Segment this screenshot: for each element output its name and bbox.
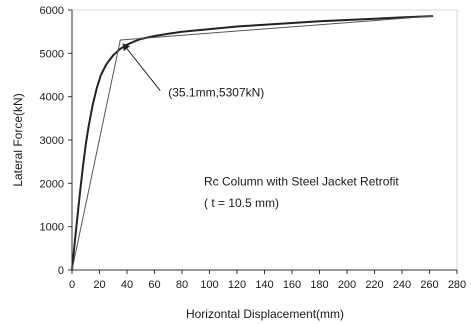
y-tick-label: 6000	[40, 5, 64, 17]
y-tick-labels: 0 1000 2000 3000 4000 5000 6000	[40, 5, 72, 277]
x-tick-label: 100	[200, 279, 218, 291]
series-layer	[71, 15, 434, 271]
x-tick-label: 260	[420, 279, 438, 291]
y-tick-label: 1000	[40, 222, 64, 234]
x-axis-title: Horizontal Displacement(mm)	[186, 307, 344, 321]
y-tick-label: 3000	[40, 135, 64, 147]
y-tick-label: 5000	[40, 48, 64, 60]
annotations: (35.1mm,5307kN) Rc Column with Steel Jack…	[122, 43, 399, 210]
plot-frame	[71, 9, 458, 271]
y-axis-title: Lateral Force(kN)	[11, 93, 25, 186]
y-tick-label: 2000	[40, 178, 64, 190]
x-tick-label: 40	[121, 279, 133, 291]
annotation-arrow	[122, 43, 161, 91]
x-tick-label: 240	[393, 279, 411, 291]
x-tick-label: 0	[69, 279, 75, 291]
x-tick-label: 160	[283, 279, 301, 291]
x-tick-label: 120	[228, 279, 246, 291]
x-tick-label: 220	[365, 279, 383, 291]
x-tick-label: 280	[448, 279, 466, 291]
hysteresis-curve-line	[71, 15, 434, 271]
annotation-text: (35.1mm,5307kN)	[168, 86, 264, 100]
x-tick-labels: 0 20 40 60 80 100 120 140 160 180 200 220 240 260 280	[69, 270, 466, 291]
x-tick-label: 200	[338, 279, 356, 291]
annotation-text: ( t = 10.5 mm)	[204, 196, 279, 210]
x-tick-label: 80	[176, 279, 188, 291]
x-tick-label: 140	[255, 279, 273, 291]
annotation-text: Rc Column with Steel Jacket Retrofit	[204, 175, 399, 189]
y-tick-label: 0	[58, 265, 64, 277]
x-tick-label: 20	[93, 279, 105, 291]
bilinear-idealization-line	[71, 15, 433, 271]
y-tick-label: 4000	[40, 92, 64, 104]
axes	[71, 10, 457, 271]
x-tick-label: 60	[148, 279, 160, 291]
x-tick-label: 180	[310, 279, 328, 291]
